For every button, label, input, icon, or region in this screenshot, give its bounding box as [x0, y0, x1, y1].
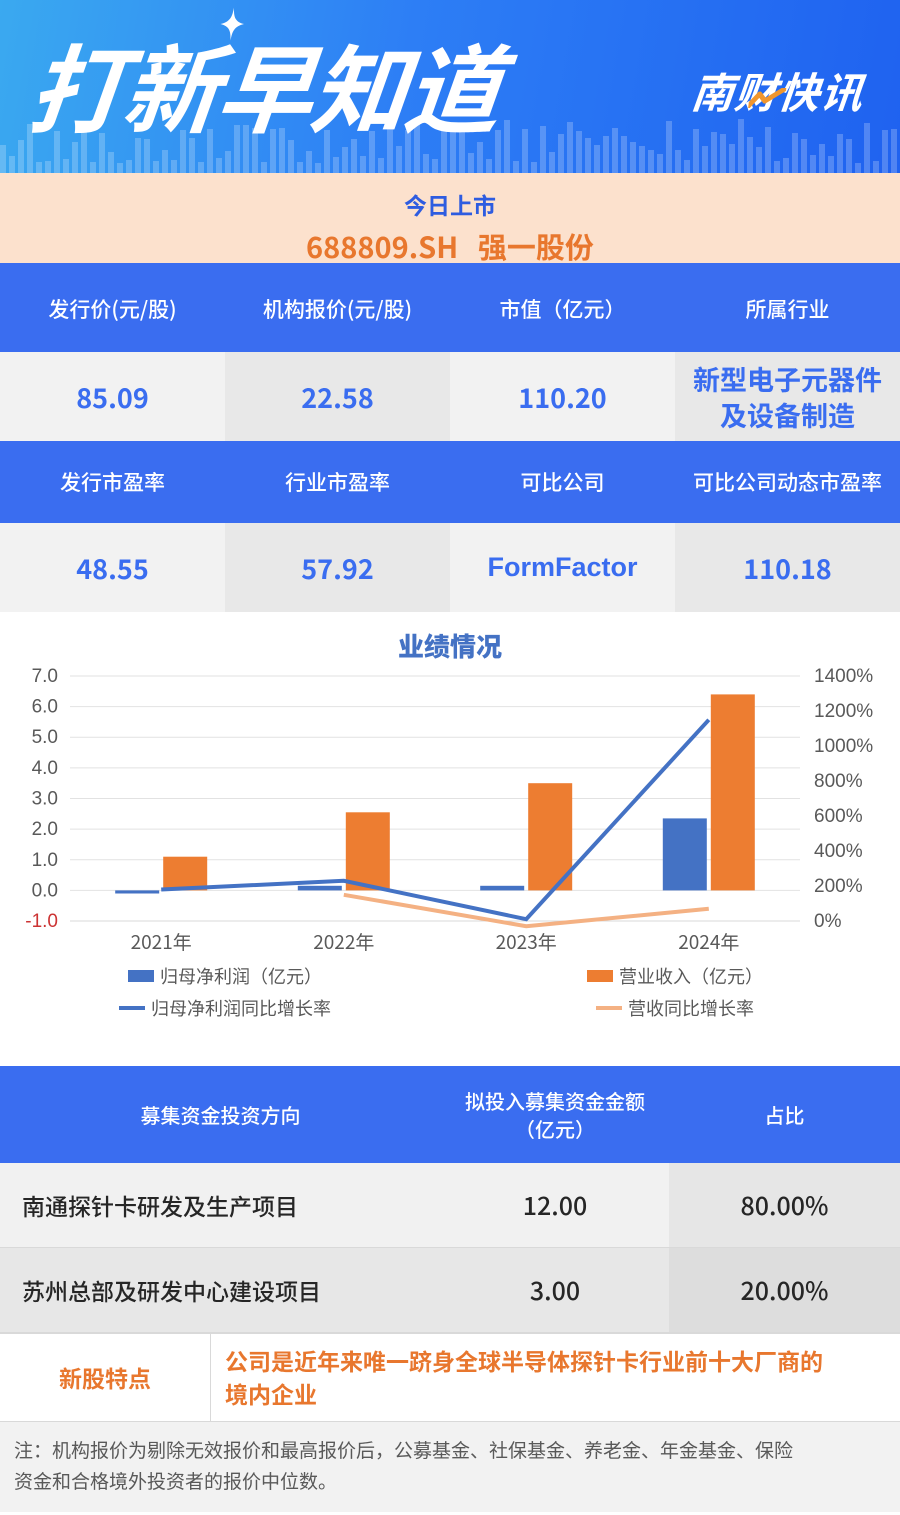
- svg-text:1400%: 1400%: [814, 666, 873, 687]
- svg-text:0.0: 0.0: [32, 880, 58, 901]
- svg-text:400%: 400%: [814, 841, 863, 862]
- svg-text:2021年: 2021年: [131, 928, 192, 955]
- svg-text:0%: 0%: [814, 911, 842, 932]
- svg-text:2.0: 2.0: [32, 819, 58, 840]
- svg-text:800%: 800%: [814, 771, 863, 792]
- svg-text:7.0: 7.0: [32, 666, 58, 687]
- svg-text:6.0: 6.0: [32, 697, 58, 718]
- svg-text:2022年: 2022年: [313, 928, 374, 955]
- svg-text:1000%: 1000%: [814, 736, 873, 757]
- svg-text:600%: 600%: [814, 806, 863, 827]
- svg-text:2023年: 2023年: [496, 928, 557, 955]
- svg-text:200%: 200%: [814, 876, 863, 897]
- svg-text:5.0: 5.0: [32, 727, 58, 748]
- svg-text:2024年: 2024年: [678, 928, 739, 955]
- svg-text:1.0: 1.0: [32, 850, 58, 871]
- svg-text:1200%: 1200%: [814, 701, 873, 722]
- svg-text:3.0: 3.0: [32, 789, 58, 810]
- svg-text:4.0: 4.0: [32, 758, 58, 779]
- svg-text:-1.0: -1.0: [25, 911, 58, 932]
